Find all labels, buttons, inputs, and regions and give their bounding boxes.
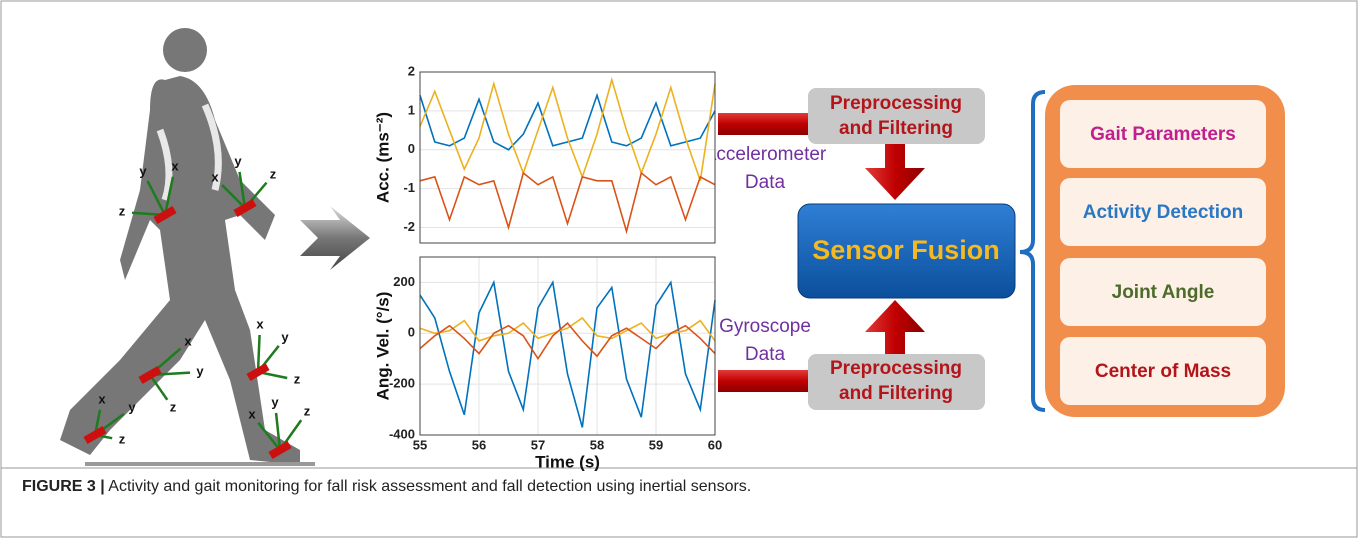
sensor-axis: [238, 171, 247, 209]
sensor-axis-label: z: [304, 403, 311, 418]
sensor: [83, 426, 107, 444]
y-tick-label: -1: [403, 180, 415, 195]
output-box: [1060, 258, 1266, 326]
x-tick-label: 55: [413, 437, 427, 452]
output-box: [1060, 178, 1266, 246]
output-label: Center of Mass: [1095, 361, 1231, 382]
x-tick-label: 60: [708, 437, 722, 452]
y-tick-label: 0: [408, 141, 415, 156]
source-label: Data: [745, 172, 786, 193]
y-tick-label: 0: [408, 325, 415, 340]
sensor: [268, 441, 292, 459]
process-label: and Filtering: [839, 383, 953, 404]
sensor-axis: [274, 412, 282, 451]
sensor: [233, 199, 257, 217]
line-series: [419, 171, 716, 235]
line-series: [419, 316, 716, 342]
source-label: Gyroscope: [719, 316, 811, 337]
line-series: [419, 92, 716, 151]
y-tick-label: 2: [408, 63, 415, 78]
source-label: Data: [745, 344, 786, 365]
y-axis-label: Ang. Vel. (°/s): [373, 292, 392, 401]
sensor-axis-label: z: [170, 399, 177, 414]
x-tick-label: 59: [649, 437, 663, 452]
sensor-axis: [148, 374, 169, 401]
caption-text: Activity and gait monitoring for fall ri…: [108, 478, 752, 495]
caption-label: FIGURE 3 |: [22, 478, 105, 495]
line-series: [419, 321, 716, 361]
sensor-axis-label: x: [171, 158, 179, 173]
sensor-axis: [146, 180, 167, 216]
x-tick-label: 57: [531, 437, 545, 452]
silhouette: [60, 28, 315, 466]
plot-border: [419, 71, 716, 244]
plot-border: [419, 256, 716, 436]
sensor-axis-label: y: [128, 399, 136, 414]
fusion-box: [797, 203, 1016, 299]
process-label: Preprocessing: [830, 358, 962, 379]
sensor-axis-label: z: [294, 371, 301, 386]
sensor-axis-label: y: [196, 363, 204, 378]
sensor-axis-label: x: [256, 316, 264, 331]
y-tick-label: 200: [393, 274, 415, 289]
sensor-axis-label: y: [271, 394, 279, 409]
sensor-axis-label: y: [281, 329, 289, 344]
y-tick-label: -400: [389, 426, 415, 441]
sensor-axis-label: x: [184, 333, 192, 348]
y-axis-label: Acc. (ms⁻²): [373, 112, 392, 203]
sensor-axis: [256, 334, 261, 373]
flow-arrow: [865, 143, 925, 200]
sensor-axis-label: z: [119, 203, 126, 218]
line-series: [419, 76, 716, 182]
process-label: Preprocessing: [830, 93, 962, 114]
output-box: [1060, 100, 1266, 168]
y-tick-label: -200: [389, 376, 415, 391]
sensor: [246, 363, 270, 381]
sensor: [138, 366, 162, 384]
source-label: Accelerometer: [704, 144, 827, 165]
x-tick-label: 58: [590, 437, 604, 452]
flow-arrow: [300, 206, 370, 270]
sensor-axis: [257, 422, 281, 451]
line-series: [419, 279, 716, 428]
sensor-axis: [221, 184, 246, 209]
fusion-label: Sensor Fusion: [812, 235, 1000, 265]
output-box: [1060, 337, 1266, 405]
output-label: Joint Angle: [1112, 282, 1215, 303]
y-tick-label: -2: [403, 219, 415, 234]
sensor-axis-label: y: [234, 153, 242, 168]
process-label: and Filtering: [839, 118, 953, 139]
brace: [1019, 90, 1046, 412]
caption: FIGURE 3 | Activity and gait monitoring …: [22, 478, 751, 496]
x-axis-label: Time (s): [535, 452, 600, 471]
process-box: [808, 354, 985, 410]
sensor-axis-label: y: [139, 163, 147, 178]
sensor-axis-label: z: [119, 431, 126, 446]
silhouette-highlight: [201, 103, 222, 191]
output-label: Activity Detection: [1083, 202, 1243, 223]
sensor-axis-label: x: [211, 169, 219, 184]
y-tick-label: 1: [408, 102, 415, 117]
sensor-axis-label: x: [248, 406, 256, 421]
sensor: [153, 206, 177, 224]
sensor-axis-label: z: [270, 166, 277, 181]
flow-arrow: [865, 300, 925, 355]
x-tick-label: 56: [472, 437, 486, 452]
silhouette-highlight: [156, 128, 173, 202]
sensor-axis: [163, 176, 175, 216]
output-label: Gait Parameters: [1090, 124, 1236, 145]
plot-area: [419, 71, 716, 244]
sensor-axis-label: x: [98, 391, 106, 406]
process-box: [808, 88, 985, 144]
